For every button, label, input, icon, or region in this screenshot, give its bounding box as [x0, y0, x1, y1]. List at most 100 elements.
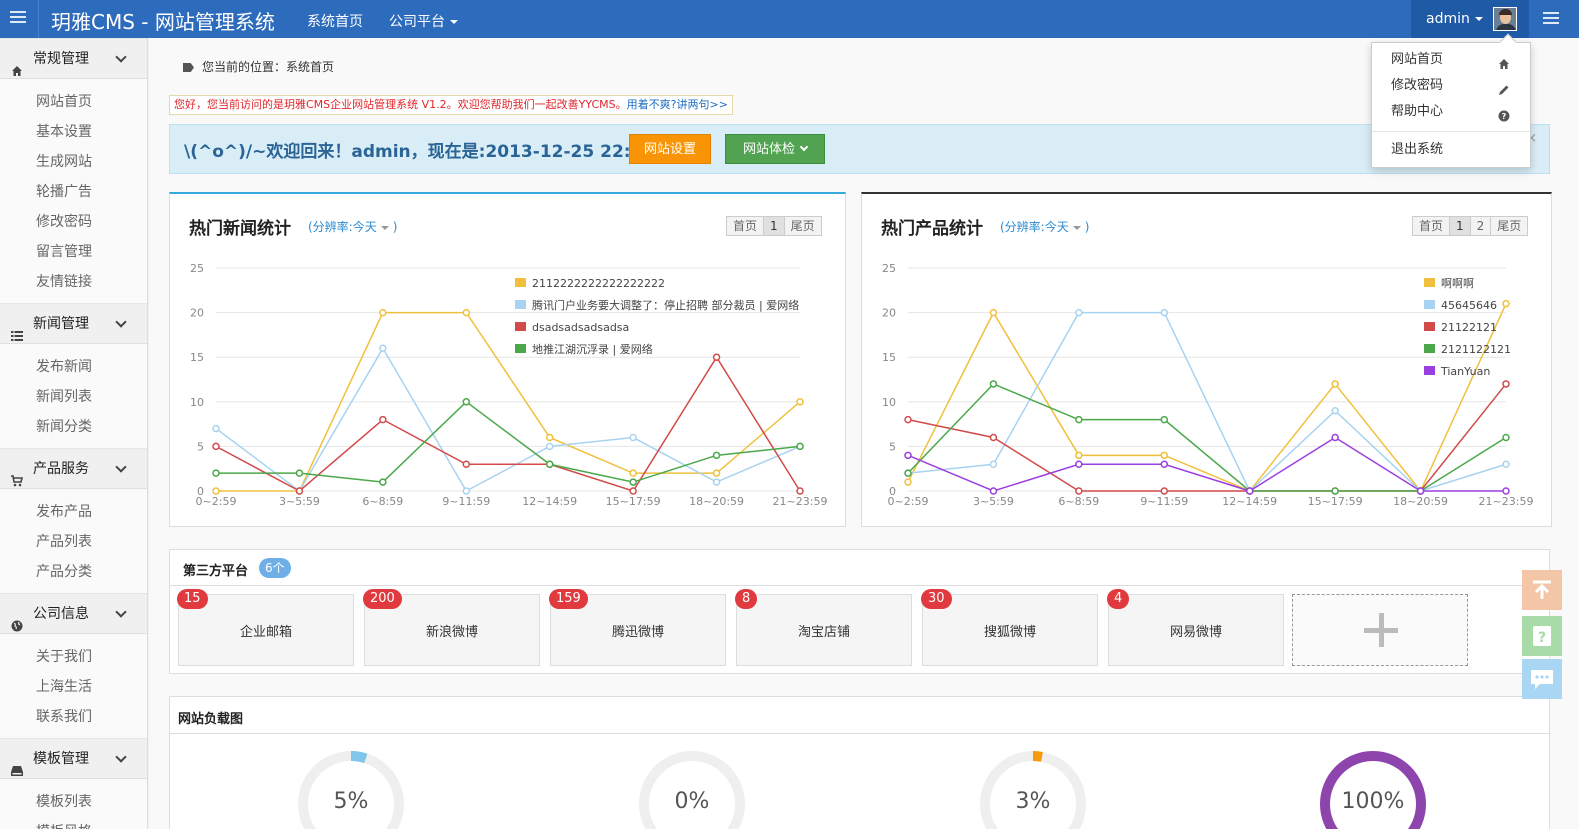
data-point[interactable]: [1075, 415, 1083, 424]
data-point[interactable]: [1075, 487, 1083, 495]
data-point[interactable]: [295, 469, 304, 477]
data-point[interactable]: [1502, 299, 1510, 308]
data-point[interactable]: [379, 308, 387, 317]
data-point[interactable]: [1075, 451, 1083, 460]
sidebar-group-header[interactable]: 产品服务: [0, 448, 147, 489]
data-point[interactable]: [989, 308, 998, 317]
data-point[interactable]: [904, 451, 912, 460]
sidebar-item[interactable]: 联系我们: [36, 709, 92, 725]
data-point[interactable]: [1331, 433, 1339, 442]
site-settings-button[interactable]: 网站设置: [629, 134, 711, 164]
pager-last[interactable]: 尾页: [1497, 219, 1522, 233]
data-point[interactable]: [462, 398, 471, 406]
pager-page[interactable]: 2: [1471, 217, 1492, 235]
data-point[interactable]: [904, 469, 912, 477]
chevron-down-icon[interactable]: [115, 606, 127, 618]
legend-label[interactable]: 2121122121: [1441, 343, 1511, 356]
data-point[interactable]: [1160, 460, 1169, 468]
legend-label[interactable]: 21122121: [1441, 321, 1497, 334]
legend-label[interactable]: 腾讯门户业务要大调整了：停止招聘 部分裁员 | 爱网络: [532, 298, 799, 312]
data-point[interactable]: [989, 487, 998, 495]
legend-label[interactable]: 地推江湖沉浮录 | 爱网络: [532, 342, 653, 356]
right-panel-toggle-icon[interactable]: [1543, 12, 1559, 26]
data-point[interactable]: [379, 415, 387, 424]
chevron-down-icon[interactable]: [115, 751, 127, 763]
sidebar-item[interactable]: 关于我们: [36, 649, 92, 665]
platform-tile[interactable]: 4 网易微博: [1107, 589, 1284, 666]
data-point[interactable]: [796, 398, 804, 406]
add-platform-button[interactable]: [1292, 594, 1468, 666]
data-point[interactable]: [904, 478, 912, 486]
platform-tile[interactable]: 15 企业邮箱: [177, 589, 354, 666]
sidebar-item[interactable]: 产品分类: [36, 564, 92, 580]
data-point[interactable]: [1502, 433, 1510, 442]
dropdown-item[interactable]: 网站首页: [1372, 47, 1530, 73]
data-point[interactable]: [629, 433, 637, 442]
data-point[interactable]: [545, 442, 554, 451]
data-point[interactable]: [629, 469, 637, 477]
sidebar-group-header[interactable]: 常规管理: [0, 38, 147, 79]
legend-label[interactable]: dsadsadsadsadsa: [532, 321, 629, 334]
chevron-down-icon[interactable]: [115, 461, 127, 473]
data-point[interactable]: [212, 469, 220, 477]
data-point[interactable]: [212, 487, 220, 495]
data-point[interactable]: [989, 460, 998, 468]
pager-first[interactable]: 首页: [1413, 217, 1451, 235]
sidebar-item[interactable]: 轮播广告: [36, 184, 92, 200]
chevron-down-icon[interactable]: [115, 51, 127, 63]
data-point[interactable]: [212, 442, 220, 451]
data-point[interactable]: [1245, 487, 1254, 495]
data-point[interactable]: [796, 487, 804, 495]
avatar[interactable]: [1493, 7, 1517, 31]
user-menu-toggle[interactable]: admin: [1411, 0, 1529, 38]
chevron-down-icon[interactable]: [115, 316, 127, 328]
brand-title[interactable]: 玥雅CMS - 网站管理系统: [51, 10, 275, 34]
sidebar-group-header[interactable]: 模板管理: [0, 738, 147, 779]
sidebar-item[interactable]: 友情链接: [36, 274, 92, 290]
sidebar-item[interactable]: 基本设置: [36, 124, 92, 140]
sidebar-item[interactable]: 发布新闻: [36, 359, 92, 375]
nav-system-home[interactable]: 系统首页: [307, 14, 363, 30]
data-point[interactable]: [1331, 380, 1339, 388]
sidebar-group-header[interactable]: 新闻管理: [0, 303, 147, 344]
data-point[interactable]: [379, 478, 387, 486]
data-point[interactable]: [1502, 460, 1510, 468]
legend-label[interactable]: 啊啊啊: [1441, 277, 1474, 290]
sidebar-item[interactable]: 模板列表: [36, 794, 92, 810]
back-to-top-icon[interactable]: [1522, 570, 1562, 610]
data-point[interactable]: [545, 460, 554, 468]
nav-company-platform[interactable]: 公司平台: [389, 14, 458, 30]
data-point[interactable]: [462, 487, 471, 495]
legend-label[interactable]: TianYuan: [1440, 365, 1490, 378]
data-point[interactable]: [295, 487, 304, 495]
resolution-select[interactable]: (分辨率:今天): [1000, 218, 1089, 235]
data-point[interactable]: [212, 424, 220, 433]
sidebar-item[interactable]: 修改密码: [36, 214, 92, 230]
sidebar-item[interactable]: 生成网站: [36, 154, 92, 170]
sidebar-item[interactable]: 新闻分类: [36, 419, 92, 435]
dropdown-item[interactable]: 帮助中心?: [1372, 99, 1530, 125]
dropdown-item[interactable]: 退出系统: [1372, 137, 1530, 163]
data-point[interactable]: [462, 308, 471, 317]
data-point[interactable]: [462, 460, 471, 468]
resolution-select[interactable]: (分辨率:今天): [308, 218, 397, 235]
close-icon[interactable]: ×: [1526, 131, 1537, 146]
sidebar-item[interactable]: 产品列表: [36, 534, 92, 550]
platform-tile[interactable]: 30 搜狐微博: [921, 589, 1098, 666]
site-check-button[interactable]: 网站体检: [725, 134, 825, 164]
platform-tile[interactable]: 8 淘宝店铺: [735, 589, 912, 666]
pager-page[interactable]: 1: [1450, 217, 1471, 235]
legend-label[interactable]: 2112222222222222222: [532, 277, 665, 290]
data-point[interactable]: [1160, 415, 1169, 424]
platform-tile[interactable]: 200 新浪微博: [363, 589, 540, 666]
legend-label[interactable]: 45645646: [1441, 299, 1497, 312]
data-point[interactable]: [1075, 460, 1083, 468]
sidebar-item[interactable]: 上海生活: [36, 679, 92, 695]
data-point[interactable]: [629, 478, 637, 486]
data-point[interactable]: [989, 433, 998, 442]
data-point[interactable]: [796, 442, 804, 451]
data-point[interactable]: [1416, 487, 1425, 495]
data-point[interactable]: [1502, 380, 1510, 388]
data-point[interactable]: [629, 487, 637, 495]
data-point[interactable]: [545, 433, 554, 442]
